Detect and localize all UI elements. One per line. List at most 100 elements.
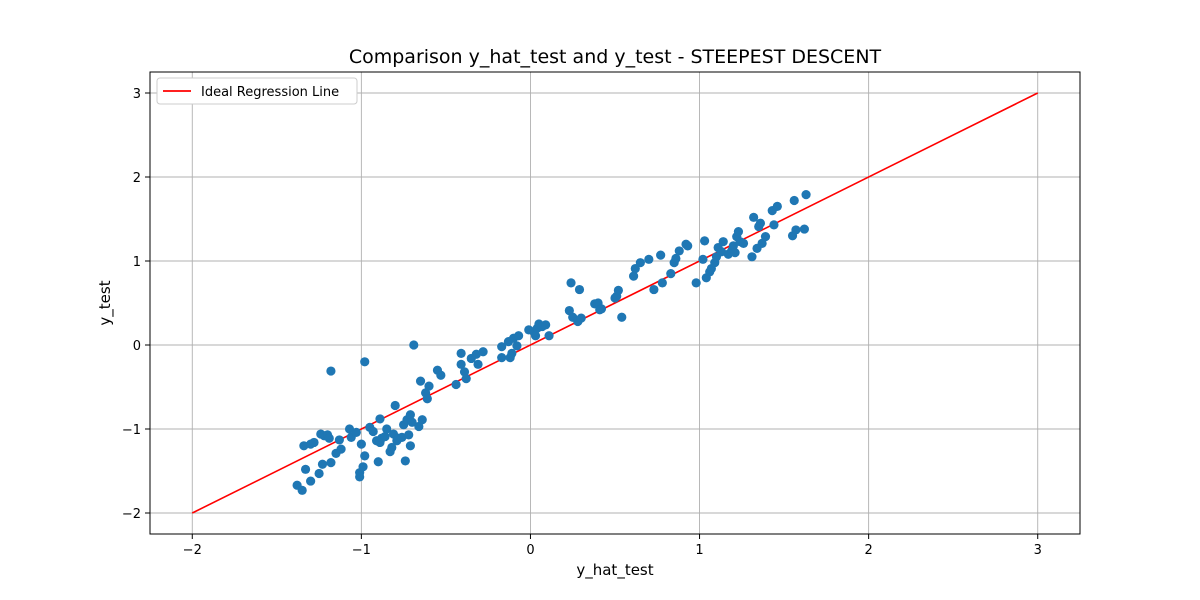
scatter-point <box>671 253 681 264</box>
scatter-point <box>351 427 361 437</box>
scatter-point <box>656 250 666 260</box>
ideal-regression-line <box>191 92 1039 514</box>
scatter-point <box>390 400 400 411</box>
scatter-point <box>674 246 684 256</box>
x-axis-ticks: −2 −1 0 1 2 3 <box>183 534 1042 558</box>
scatter-point <box>747 252 757 262</box>
scatter-point <box>373 457 383 467</box>
scatter-point <box>718 237 728 247</box>
scatter-point <box>530 331 541 341</box>
scatter-point <box>436 370 446 380</box>
scatter-point <box>404 430 414 440</box>
scatter-point <box>617 312 627 322</box>
scatter-point <box>355 472 365 482</box>
scatter-point <box>300 464 311 474</box>
scatter-point <box>456 348 466 358</box>
scatter-point <box>405 410 415 420</box>
scatter-point <box>649 284 659 295</box>
scatter-point <box>514 331 524 341</box>
grid <box>150 72 1080 534</box>
scatter-point <box>772 201 782 211</box>
scatter-point <box>657 278 667 288</box>
scatter-point <box>400 456 410 466</box>
scatter-point <box>356 439 366 449</box>
scatter-point <box>405 441 415 451</box>
y-tick-label: 1 <box>133 255 141 270</box>
x-tick-label: −1 <box>352 543 371 558</box>
x-tick-label: −2 <box>183 543 202 558</box>
scatter-point <box>566 278 576 288</box>
scatter-point <box>691 278 701 288</box>
y-tick-label: 0 <box>133 339 141 354</box>
scatter-point <box>314 468 324 479</box>
y-tick-label: −2 <box>122 507 141 522</box>
scatter-point <box>644 254 654 264</box>
scatter-point <box>407 417 417 427</box>
scatter-point <box>700 236 710 246</box>
scatter-point <box>629 271 639 281</box>
scatter-point <box>358 462 368 472</box>
scatter-point <box>478 347 488 357</box>
scatter-point <box>382 424 392 434</box>
x-tick-label: 0 <box>526 543 534 558</box>
scatter-point <box>730 248 740 258</box>
scatter-point <box>360 451 370 461</box>
scatter-point <box>309 437 319 448</box>
scatter-point <box>422 394 432 404</box>
scatter-point <box>456 359 466 369</box>
scatter-point <box>574 284 585 295</box>
scatter-point <box>596 304 607 314</box>
scatter-point <box>666 269 676 279</box>
x-axis-label: y_hat_test <box>576 561 653 580</box>
scatter-point <box>380 431 390 442</box>
scatter-point <box>576 313 586 323</box>
plot-frame <box>149 71 1081 535</box>
scatter-point <box>306 476 316 486</box>
scatter-point <box>415 376 426 386</box>
scatter-point <box>336 444 346 454</box>
scatter-point <box>451 379 461 390</box>
scatter-point <box>769 220 779 230</box>
x-tick-label: 3 <box>1034 543 1042 558</box>
scatter-point <box>799 224 809 234</box>
scatter-point <box>738 238 749 248</box>
scatter-point <box>317 459 328 469</box>
scatter-point <box>541 320 551 330</box>
scatter-point <box>375 414 385 424</box>
scatter-point <box>360 357 370 367</box>
scatter-point <box>507 348 517 358</box>
scatter-point <box>613 285 623 295</box>
y-tick-label: −1 <box>122 423 141 438</box>
scatter-point <box>791 225 801 235</box>
scatter-point <box>801 190 811 200</box>
chart-title: Comparison y_hat_test and y_test - STEEP… <box>349 46 882 68</box>
scatter-point <box>512 341 522 351</box>
ideal-regression-line-layer <box>191 92 1039 514</box>
scatter-point <box>424 381 434 391</box>
y-axis-ticks: −2 −1 0 1 2 3 <box>122 87 150 522</box>
legend-box <box>156 77 358 105</box>
legend: Ideal Regression Line <box>156 77 358 105</box>
scatter-point <box>417 415 427 425</box>
y-tick-label: 3 <box>133 87 141 102</box>
scatter-point <box>473 359 483 369</box>
scatter-point <box>544 331 554 341</box>
scatter-point <box>698 254 708 264</box>
scatter-point <box>324 433 334 443</box>
scatter-point <box>387 442 397 453</box>
scatter-points <box>292 190 811 495</box>
scatter-point <box>789 195 799 206</box>
scatter-point <box>326 458 336 468</box>
scatter-point <box>497 342 507 352</box>
x-tick-label: 2 <box>864 543 872 558</box>
scatter-point <box>409 340 419 350</box>
x-tick-label: 1 <box>695 543 703 558</box>
scatter-point <box>461 374 471 384</box>
y-axis-label: y_test <box>96 280 115 325</box>
scatter-point <box>733 227 744 237</box>
scatter-point <box>749 212 759 222</box>
scatter-point <box>326 366 336 376</box>
scatter-point <box>635 258 645 268</box>
scatter-point <box>334 435 344 445</box>
